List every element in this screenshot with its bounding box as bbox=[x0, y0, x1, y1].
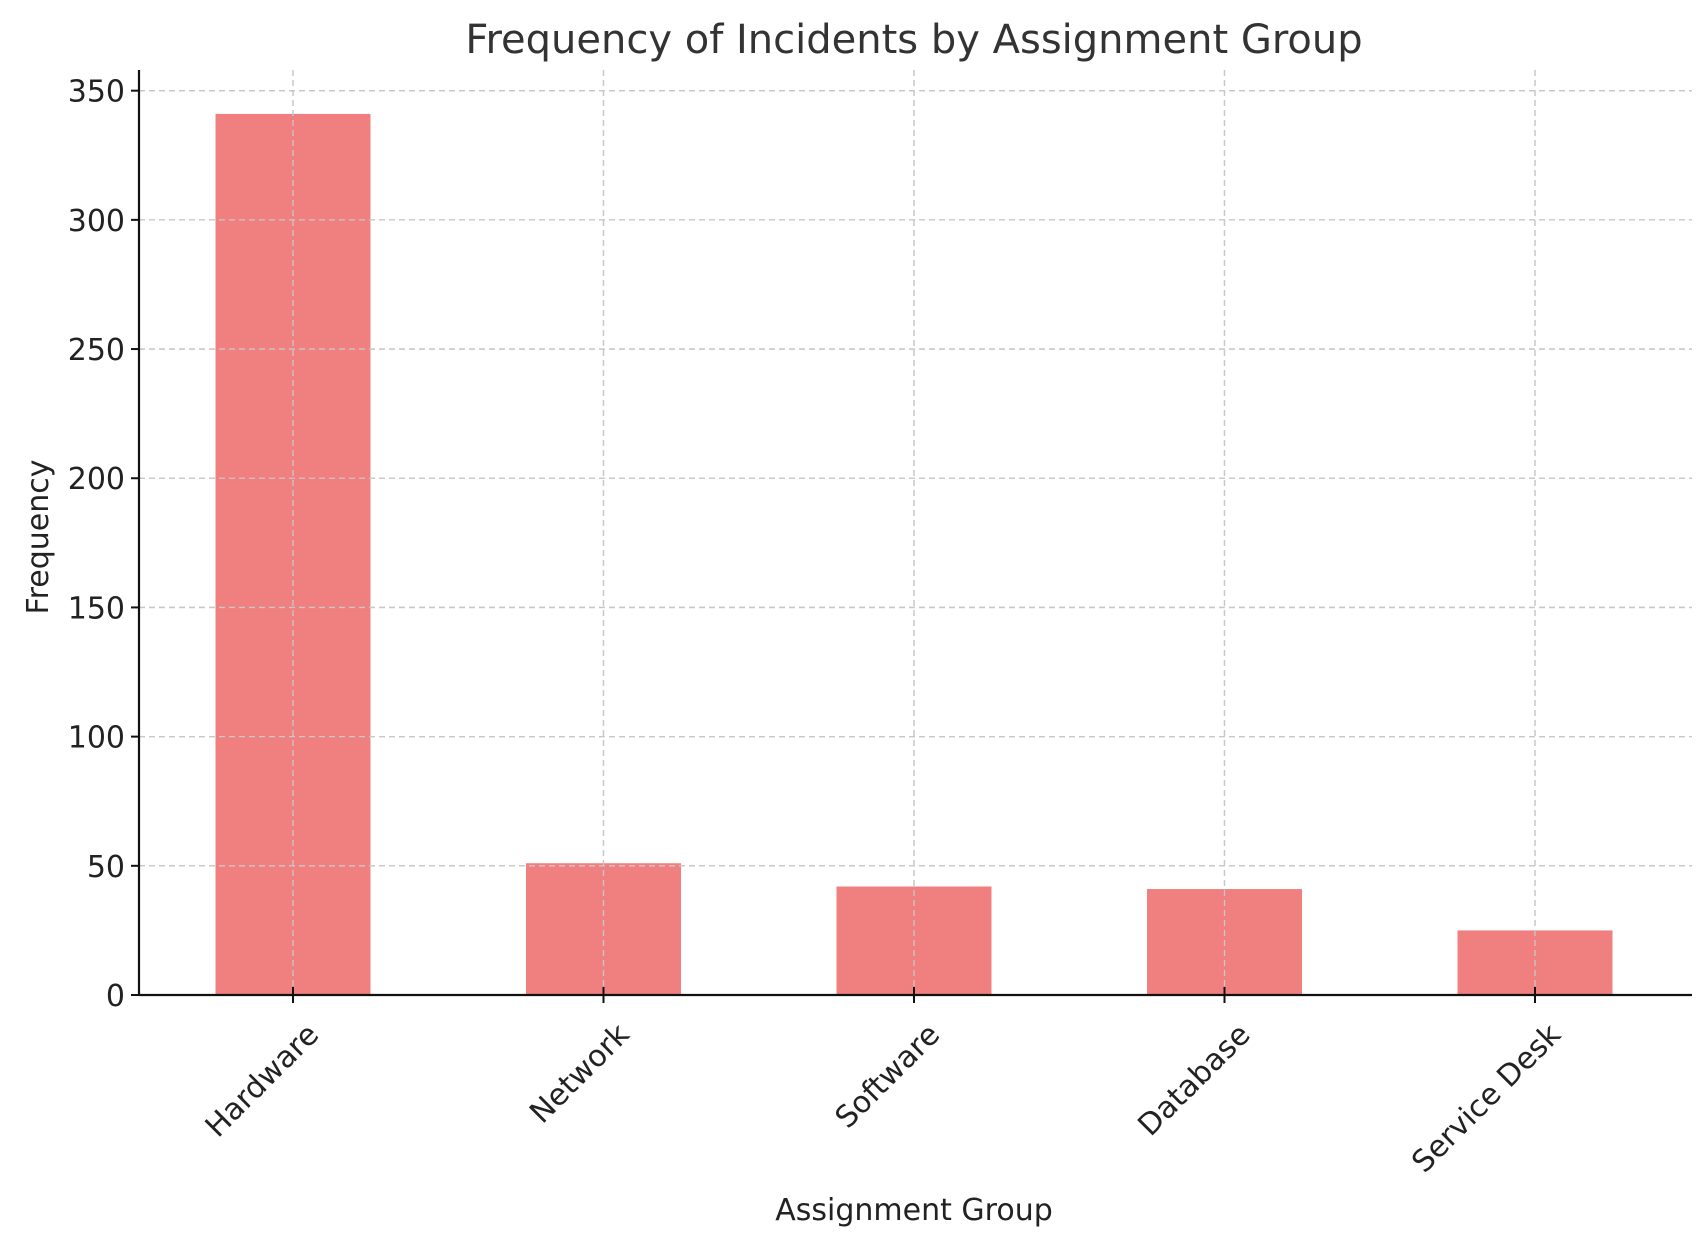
x-tick-label-hardware: Hardware bbox=[199, 1017, 326, 1144]
y-axis-label: Frequency bbox=[21, 460, 56, 615]
y-tick-label: 100 bbox=[68, 721, 125, 756]
x-gridlines-overlay bbox=[139, 70, 1692, 996]
y-tick-label: 150 bbox=[68, 591, 125, 626]
x-axis-ticks: Hardware Network Software Database Service D… bbox=[199, 987, 1568, 1180]
x-axis-label: Assignment Group bbox=[775, 1193, 1053, 1228]
x-tick-label-software: Software bbox=[829, 1017, 947, 1135]
y-tick-label: 350 bbox=[68, 75, 125, 110]
axes bbox=[137, 70, 1692, 997]
chart-title: Frequency of Incidents by Assignment Gro… bbox=[465, 17, 1362, 63]
y-tick-label: 50 bbox=[87, 850, 125, 885]
x-tick-label-network: Network bbox=[523, 1017, 637, 1131]
grid-lines bbox=[139, 70, 1692, 996]
y-tick-label: 200 bbox=[68, 462, 125, 497]
y-tick-label: 250 bbox=[68, 333, 125, 368]
x-tick-label-database: Database bbox=[1131, 1017, 1257, 1143]
y-tick-label: 300 bbox=[68, 204, 125, 239]
y-tick-label: 0 bbox=[106, 979, 125, 1014]
x-tick-label-service-desk: Service Desk bbox=[1405, 1017, 1568, 1180]
y-axis-ticks: 0 50 100 150 200 250 300 350 bbox=[68, 75, 139, 1014]
